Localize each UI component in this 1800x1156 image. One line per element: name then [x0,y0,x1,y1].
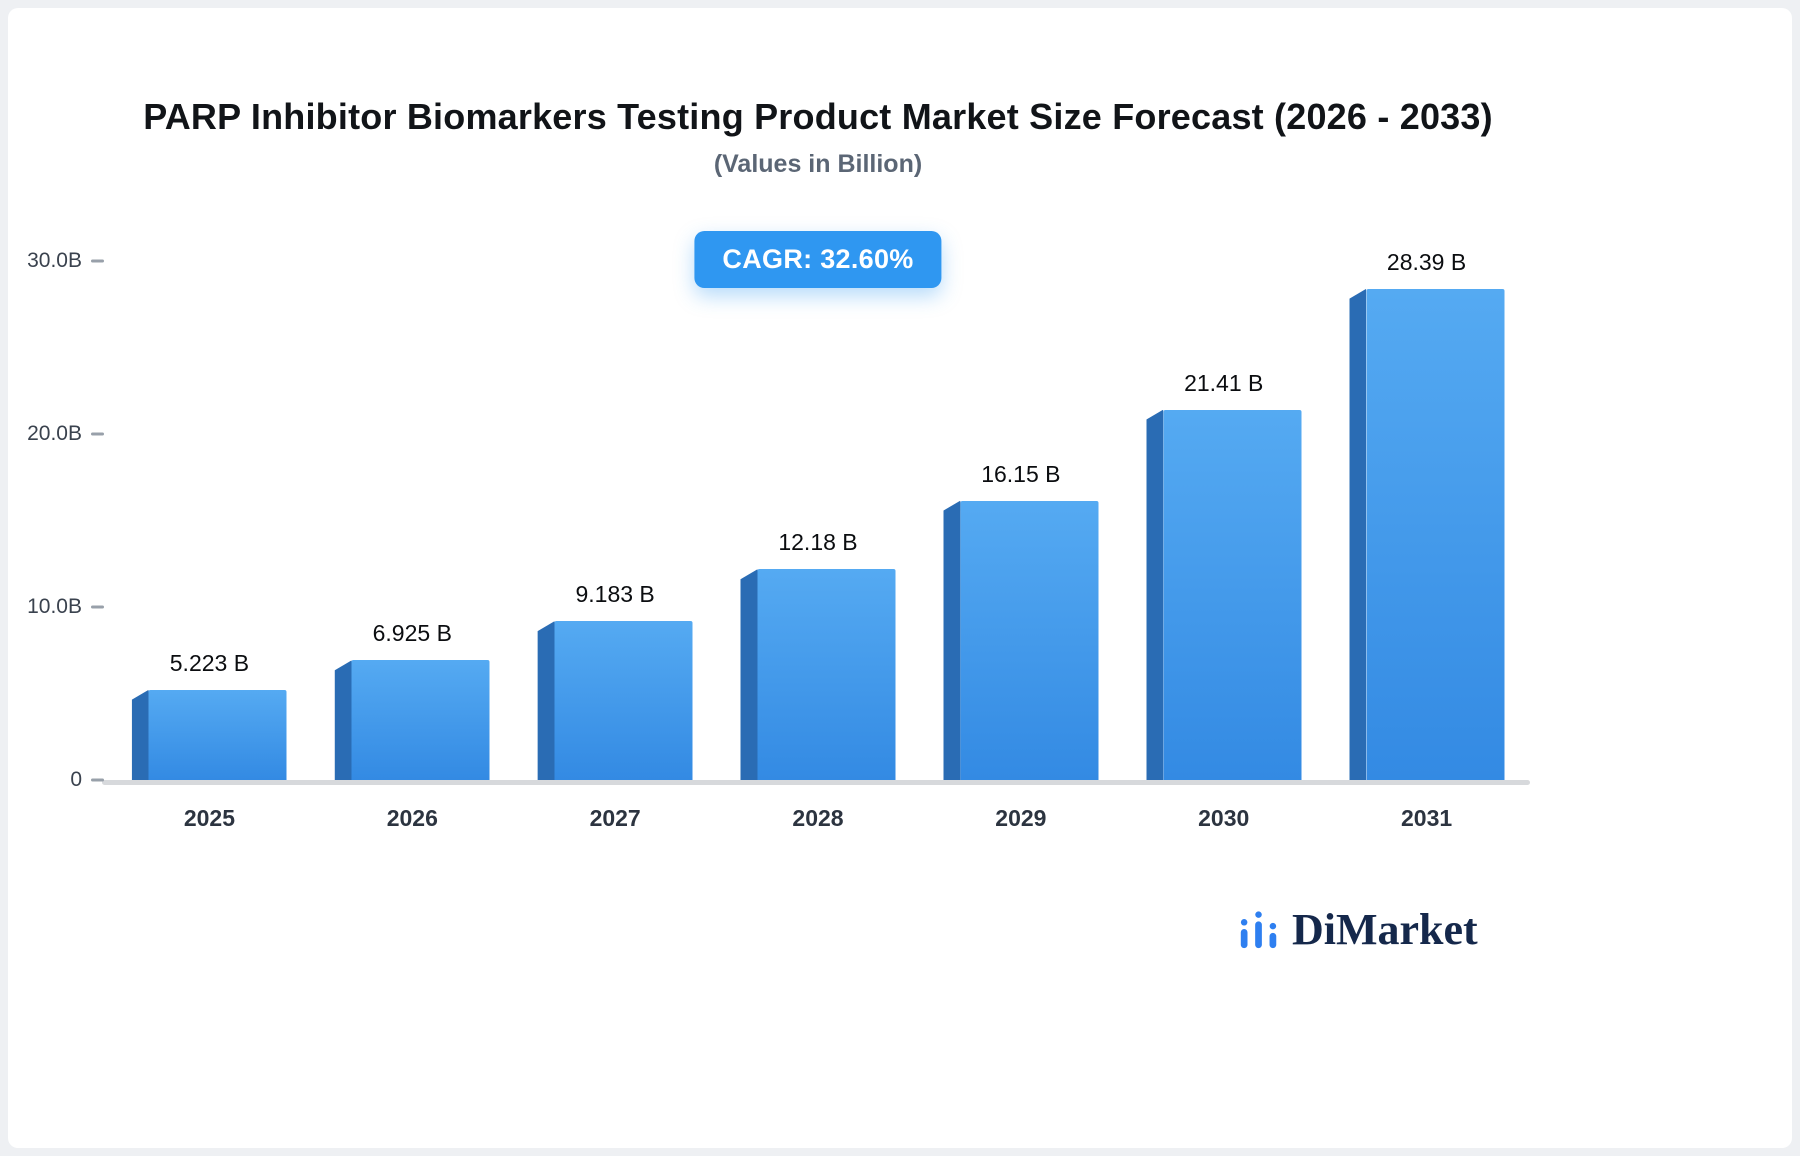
y-tick-label-20.0B: 20.0B [27,422,82,445]
bar-value-label: 12.18 B [778,529,858,556]
bar-side-face [740,569,758,780]
chart-title: PARP Inhibitor Biomarkers Testing Produc… [143,96,1493,137]
bar-2027: 9.183 B [537,581,693,780]
bar-front-face [351,660,490,780]
bar-group-2027: 9.183 B 2027 [514,261,717,831]
bar-chart-icon [1236,906,1282,952]
bar-side-face [131,689,149,780]
bar-2025: 5.223 B [131,650,287,780]
x-axis-label-2030: 2030 [1198,805,1250,831]
bar-value-label: 28.39 B [1386,248,1467,275]
bar-2026: 6.925 B [334,620,490,780]
bar-front-face [554,621,693,780]
y-tick-mark [91,605,104,609]
x-axis-line [102,780,1530,785]
bar-2031: 28.39 B [1349,249,1505,780]
bar-front-face [960,500,1099,780]
bar-value-label: 5.223 B [169,649,250,676]
bar-front-face [1366,288,1505,780]
bar-group-2026: 6.925 B 2026 [311,261,514,831]
bar-front-face [148,689,287,780]
bar-value-label: 6.925 B [372,620,452,647]
bar-group-2028: 12.18 B 2028 [717,261,920,831]
bar-side-face [537,621,555,780]
bar-value-label: 21.41 B [1184,369,1264,396]
x-axis-label-2027: 2027 [589,805,641,831]
y-tick-label-0: 0 [70,768,82,791]
bar-group-2031: 28.39 B 2031 [1325,249,1528,831]
cagr-badge: CAGR: 32.60% [694,231,942,288]
y-tick-mark [91,432,104,436]
bar-value-label: 9.183 B [575,581,655,608]
x-axis-label-2028: 2028 [792,805,844,831]
chart-card: PARP Inhibitor Biomarkers Testing Produc… [8,8,1792,1148]
bar-front-face [757,569,896,780]
bar-2028: 12.18 B [740,529,896,780]
bar-group-2029: 16.15 B 2029 [919,261,1122,831]
bar-value-label: 16.15 B [981,460,1061,487]
y-tick-mark [91,259,104,263]
bar-2029: 16.15 B [943,461,1099,780]
bar-group-2025: 5.223 B 2025 [108,261,311,831]
x-axis-label-2025: 2025 [183,805,236,831]
x-axis-label-2026: 2026 [386,805,438,831]
bar-side-face [1349,288,1367,780]
dimarket-logo: DiMarket [1236,906,1478,952]
bar-side-face [943,500,961,780]
plot-area: CAGR: 32.60% 5.223 B 2025 6.925 B 2026 9.183… [27,231,1530,831]
logo-text: DiMarket [1292,905,1478,954]
x-axis-label-2029: 2029 [995,805,1047,831]
bars-container: 5.223 B 2025 6.925 B 2026 9.183 B 2027 12.18 B… [108,249,1528,831]
chart-subtitle: (Values in Billion) [713,150,923,178]
y-tick-label-30.0B: 30.0B [27,249,82,272]
y-tick-mark [91,778,104,782]
bar-group-2030: 21.41 B 2030 [1122,261,1325,831]
y-tick-label-10.0B: 10.0B [27,595,82,618]
x-axis-label-2031: 2031 [1401,805,1453,831]
bar-side-face [1146,409,1164,780]
bar-front-face [1163,409,1302,780]
bar-side-face [334,660,352,780]
bar-2030: 21.41 B [1146,370,1302,780]
